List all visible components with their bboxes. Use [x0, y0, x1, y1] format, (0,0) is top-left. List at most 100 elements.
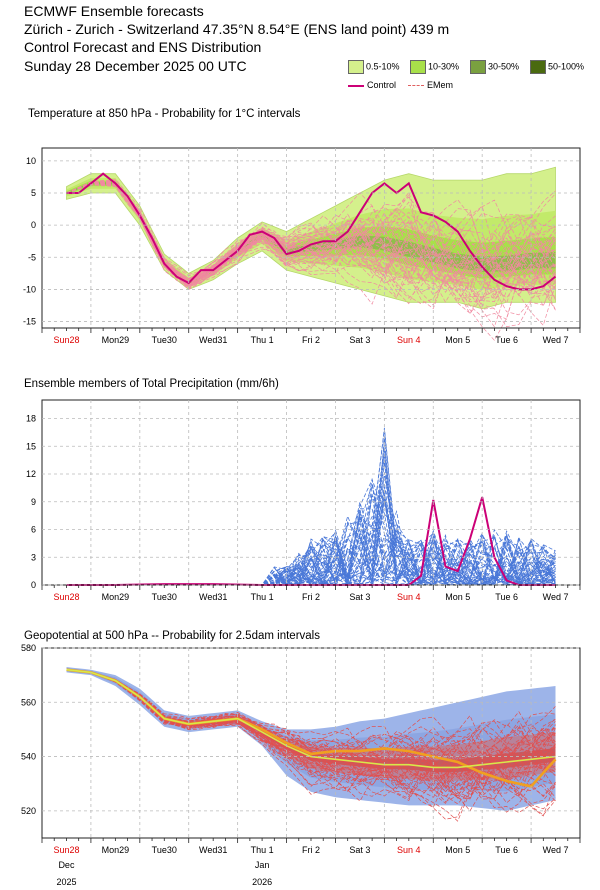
header-location: Zürich - Zurich - Switzerland 47.35°N 8.… — [24, 21, 450, 37]
x-tick-label: Sat 3 — [349, 592, 370, 602]
x-tick-label: Fri 2 — [302, 592, 320, 602]
ensemble-member-line — [66, 182, 556, 315]
legend-swatch-1 — [348, 60, 364, 74]
x-tick-label: Tue30 — [152, 335, 177, 345]
x-tick-label: Mon 5 — [445, 335, 470, 345]
z500-member-line — [66, 669, 556, 784]
z500-title: Geopotential at 500 hPa -- Probability f… — [24, 630, 320, 642]
x-tick-label: Sun 4 — [397, 845, 421, 855]
x-tick-label: Mon29 — [102, 592, 130, 602]
legend-swatch-3 — [470, 60, 486, 74]
legend-swatch-2 — [410, 60, 426, 74]
legend-label-3: 30-50% — [488, 61, 520, 72]
legend-label-4: 50-100% — [548, 61, 585, 72]
x-tick-label: Sat 3 — [349, 335, 370, 345]
t850-chart: 10 5 0 -5 -10 -15 Sun28 Mon29 Tue30 Wed31 Thu 1 Fri… — [23, 147, 581, 345]
y-tick-label: 560 — [21, 697, 36, 707]
legend-item-3: 30-50% — [470, 60, 519, 74]
x-tick-label: Sat 3 — [349, 845, 370, 855]
x-tick-label: Fri 2 — [302, 335, 320, 345]
x-tick-label: Tue 6 — [495, 335, 518, 345]
z500-chart: 580 560 540 520 Sun28 Mon29 Tue30 Wed31 Thu 1 Fri… — [21, 643, 581, 887]
y-tick-label: 5 — [31, 188, 36, 198]
x-tick-label: Thu 1 — [251, 592, 274, 602]
x-tick-label: Wed31 — [199, 845, 227, 855]
precip-member-line — [66, 430, 556, 586]
x-tick-label: Tue 6 — [495, 592, 518, 602]
x-tick-label: Sun 4 — [397, 592, 421, 602]
x-tick-label: Thu 1 — [251, 845, 274, 855]
header-date: Sunday 28 December 2025 00 UTC — [24, 58, 247, 74]
x-tick-label: Tue 6 — [495, 845, 518, 855]
y-tick-label: 12 — [26, 469, 36, 479]
z500-mean-line — [66, 668, 556, 769]
precip-chart: 18 15 12 9 6 3 0 Sun28 Mon29 Tue30 Wed31 Thu 1 Fri 2… — [26, 399, 581, 602]
legend-item-4: 50-100% — [530, 60, 584, 74]
x-tick-label: Mon29 — [102, 845, 130, 855]
x-tick-label: Sun28 — [53, 592, 79, 602]
legend-swatch-4 — [530, 60, 546, 74]
legend-emem: EMem — [408, 80, 453, 90]
legend-label-2: 10-30% — [428, 61, 460, 72]
y-tick-label: 3 — [31, 552, 36, 562]
y-tick-label: 15 — [26, 441, 36, 451]
y-tick-label: 540 — [21, 752, 36, 762]
legend-emem-label: EMem — [427, 80, 454, 90]
ensemble-member-line — [66, 183, 556, 284]
x-tick-label: Mon 5 — [445, 592, 470, 602]
y-tick-label: 520 — [21, 806, 36, 816]
z500-member-line — [66, 669, 556, 816]
x-tick-label: Sun 4 — [397, 335, 421, 345]
y-tick-label: 580 — [21, 643, 36, 653]
legend-control: Control — [348, 80, 396, 90]
ensemble-member-line — [66, 181, 556, 328]
z500-member-line — [66, 669, 556, 808]
y-tick-label: -15 — [23, 317, 36, 327]
y-tick-label: 6 — [31, 525, 36, 535]
x-tick-label: Sun28 — [53, 845, 79, 855]
month-label-jan: Jan — [255, 860, 270, 870]
legend-item-1: 0.5-10% — [348, 60, 400, 74]
x-tick-label: Wed 7 — [543, 335, 569, 345]
ensemble-member-line — [66, 181, 556, 299]
y-tick-label: -10 — [23, 284, 36, 294]
month-label-dec: Dec — [58, 860, 75, 870]
legend-label-1: 0.5-10% — [366, 61, 400, 72]
precip-title: Ensemble members of Total Precipitation … — [24, 378, 279, 390]
z500-member-line — [66, 669, 556, 799]
legend-item-2: 10-30% — [410, 60, 459, 74]
z500-member-line — [66, 669, 556, 775]
precip-member-line — [66, 427, 556, 586]
y-tick-label: 0 — [31, 220, 36, 230]
x-tick-label: Wed31 — [199, 335, 227, 345]
x-tick-label: Thu 1 — [251, 335, 274, 345]
x-tick-label: Sun28 — [53, 335, 79, 345]
legend-control-label: Control — [367, 80, 397, 90]
x-tick-label: Wed31 — [199, 592, 227, 602]
control-line — [66, 172, 557, 291]
x-tick-label: Tue30 — [152, 592, 177, 602]
year-label-2025: 2025 — [56, 877, 76, 887]
t850-title: Temperature at 850 hPa - Probability for… — [28, 108, 301, 120]
z500-member-line — [66, 669, 556, 781]
z500-member-line — [66, 669, 556, 784]
x-tick-label: Fri 2 — [302, 845, 320, 855]
z500-member-line — [66, 669, 556, 781]
legend-emem-line — [408, 85, 424, 87]
y-tick-label: 10 — [26, 156, 36, 166]
x-tick-label: Mon 5 — [445, 845, 470, 855]
legend-control-line — [348, 84, 364, 87]
ensemble-member-line — [66, 184, 556, 286]
x-tick-label: Wed 7 — [543, 845, 569, 855]
header-subtitle: Control Forecast and ENS Distribution — [24, 39, 262, 55]
y-tick-label: 9 — [31, 497, 36, 507]
x-tick-label: Wed 7 — [543, 592, 569, 602]
ensemble-member-line — [66, 181, 556, 316]
y-tick-label: 18 — [26, 414, 36, 424]
header-title: ECMWF Ensemble forecasts — [24, 3, 204, 19]
year-label-2026: 2026 — [252, 877, 272, 887]
y-tick-label: 0 — [31, 580, 36, 590]
x-tick-label: Mon29 — [102, 335, 130, 345]
y-tick-label: -5 — [28, 252, 36, 262]
x-tick-label: Tue30 — [152, 845, 177, 855]
